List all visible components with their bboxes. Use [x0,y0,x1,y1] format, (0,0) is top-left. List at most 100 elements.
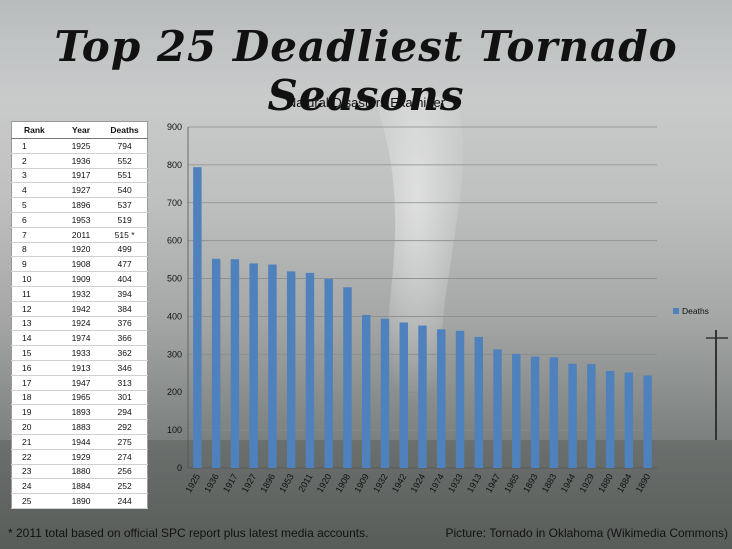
table-row: 11 1932 394 [11,286,148,302]
bar-1893 [530,356,540,468]
chart-legend: Deaths [673,306,709,316]
table-row: 6 1953 519 [11,212,148,228]
year-cell: 1974 [59,330,103,347]
column-header-year: Year [59,121,103,139]
bar-1890 [643,375,652,468]
rank-cell: 6 [11,212,60,228]
deaths-cell: 537 [102,197,148,213]
table-row: 21 1944 275 [11,434,148,450]
y-tick-label: 800 [167,160,182,170]
x-tick-label: 1908 [334,472,353,494]
rank-cell: 24 [11,478,60,495]
bar-1883 [549,357,559,468]
x-tick-label: 1880 [596,472,615,494]
x-tick-label: 1896 [258,472,277,494]
rank-cell: 14 [11,330,60,347]
year-cell: 1913 [59,360,103,376]
table-row: 16 1913 346 [11,360,148,376]
year-cell: 1880 [59,464,103,480]
table-row: 17 1947 313 [11,375,148,391]
table-row: 5 1896 537 [11,197,148,213]
table-row: 15 1933 362 [11,345,148,361]
x-tick-label: 1913 [465,472,484,494]
table-row: 9 1908 477 [11,256,148,273]
x-tick-label: 2011 [296,472,314,494]
legend-swatch [673,308,679,314]
y-tick-label: 500 [167,274,182,284]
year-cell: 1908 [59,256,103,273]
table-row: 24 1884 252 [11,478,148,495]
deaths-cell: 394 [102,286,148,302]
bar-1917 [230,259,240,468]
deaths-cell: 252 [102,478,148,495]
table-row: 14 1974 366 [11,330,148,347]
rank-cell: 21 [11,434,60,450]
rank-cell: 17 [11,375,60,391]
deaths-cell: 404 [102,271,148,287]
table-row: 19 1893 294 [11,404,148,421]
x-tick-label: 1947 [484,472,503,494]
deaths-cell: 292 [102,419,148,435]
x-tick-label: 1925 [183,472,202,494]
deaths-cell: 499 [102,242,148,258]
rank-cell: 23 [11,464,60,480]
deaths-cell: 256 [102,464,148,480]
table-row: 1 1925 794 [11,138,148,154]
table-row: 25 1890 244 [11,493,148,509]
year-cell: 1947 [59,375,103,391]
rank-cell: 15 [11,345,60,361]
table-row: 12 1942 384 [11,301,148,317]
deaths-cell: 519 [102,212,148,228]
bar-1933 [455,330,465,468]
deaths-cell: 540 [102,182,148,199]
chart-subtitle: Natural Disasters Examiner [286,95,446,110]
rank-cell: 25 [11,493,60,509]
year-cell: 1933 [59,345,103,361]
picture-credit: Picture: Tornado in Oklahoma (Wikimedia … [445,526,728,540]
footnote-text: * 2011 total based on official SPC repor… [8,526,369,540]
deaths-cell: 362 [102,345,148,361]
year-cell: 1927 [59,182,103,199]
deaths-cell: 552 [102,153,148,169]
rank-cell: 7 [11,227,60,243]
rank-cell: 22 [11,449,60,465]
legend-label: Deaths [682,306,709,316]
deaths-cell: 313 [102,375,148,391]
deaths-cell: 376 [102,316,148,332]
x-tick-label: 1953 [277,472,296,494]
deaths-cell: 477 [102,256,148,273]
bar-1944 [568,363,577,468]
deaths-cell: 346 [102,360,148,376]
column-header-deaths: Deaths [102,121,148,139]
bar-1974 [437,329,446,468]
table-row: 13 1924 376 [11,316,148,332]
year-cell: 1909 [59,271,103,287]
rank-cell: 12 [11,301,60,317]
y-tick-label: 900 [167,122,182,132]
year-cell: 1925 [59,138,103,154]
x-tick-label: 1965 [502,472,521,494]
bar-1896 [268,264,277,468]
year-cell: 1920 [59,242,103,258]
rank-cell: 5 [11,197,60,213]
rank-cell: 1 [11,138,60,154]
rank-cell: 9 [11,256,60,273]
y-tick-label: 700 [167,198,182,208]
bar-1965 [512,353,521,468]
bar-1884 [624,372,634,468]
x-tick-label: 1924 [409,472,428,494]
x-tick-label: 1890 [634,472,653,494]
x-tick-label: 1942 [390,472,409,494]
table-row: 2 1936 552 [11,153,148,169]
year-cell: 1924 [59,316,103,332]
year-cell: 1883 [59,419,103,435]
table-row: 20 1883 292 [11,419,148,435]
x-tick-label: 1927 [240,472,259,494]
year-cell: 1896 [59,197,103,213]
rank-cell: 2 [11,153,60,169]
year-cell: 1965 [59,390,103,406]
bar-1908 [343,287,352,468]
year-cell: 1929 [59,449,103,465]
deaths-cell: 515 * [102,227,148,243]
